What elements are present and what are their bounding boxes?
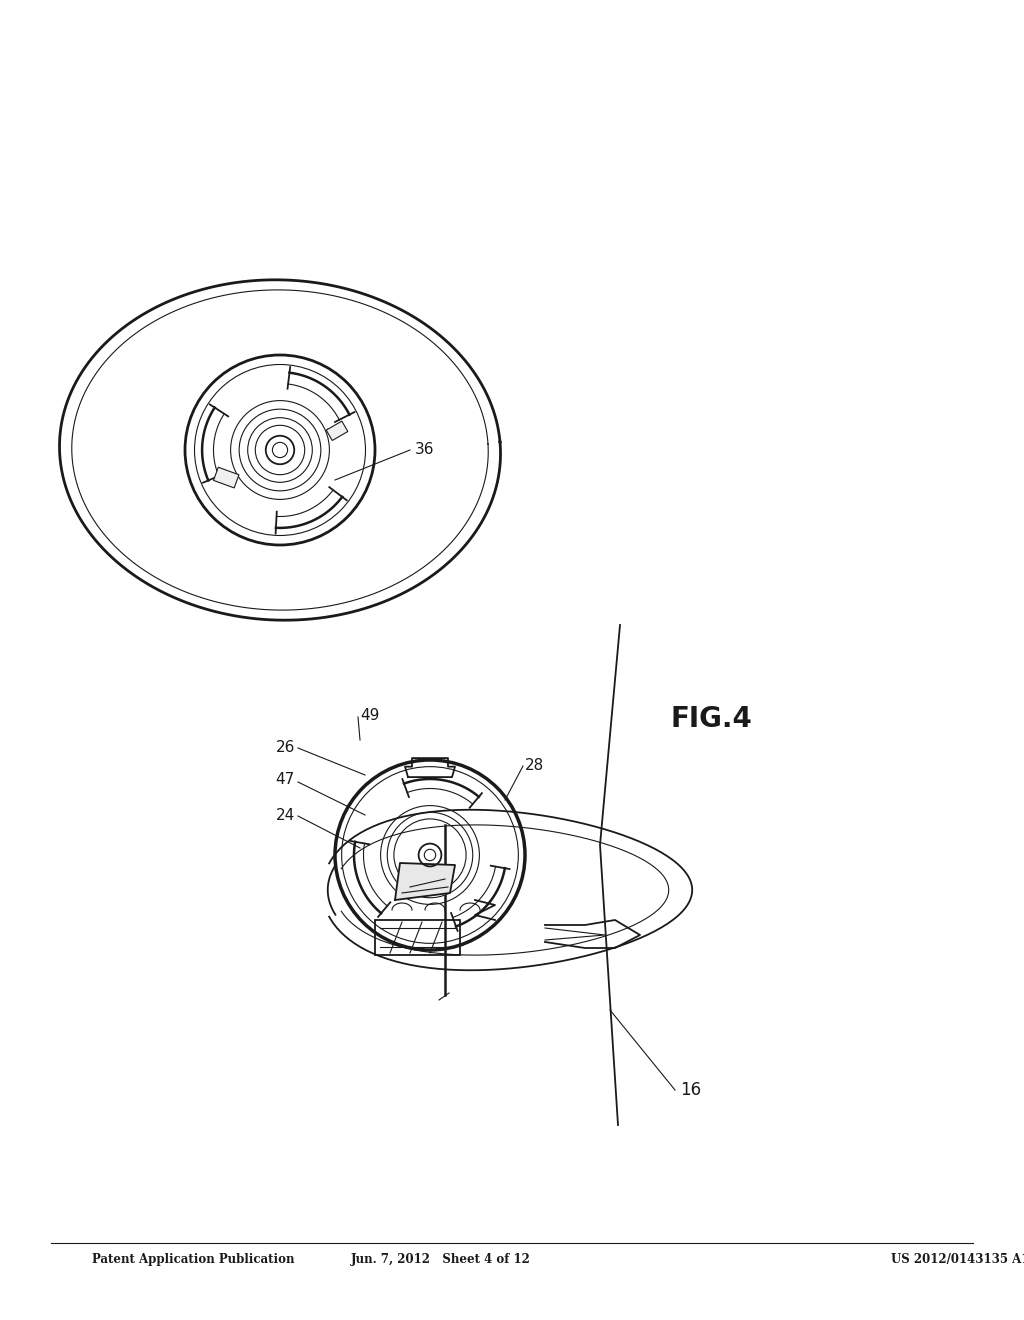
Text: Jun. 7, 2012   Sheet 4 of 12: Jun. 7, 2012 Sheet 4 of 12: [350, 1253, 530, 1266]
Text: 36: 36: [415, 442, 434, 458]
Text: 49: 49: [360, 708, 379, 722]
Text: US 2012/0143135 A1: US 2012/0143135 A1: [891, 1253, 1024, 1266]
Text: 28: 28: [525, 758, 544, 772]
Text: 26: 26: [275, 739, 295, 755]
Bar: [213, 467, 239, 488]
Bar: [327, 421, 348, 441]
Text: 16: 16: [680, 1081, 701, 1100]
Text: FIG.4: FIG.4: [671, 705, 753, 734]
Polygon shape: [395, 863, 455, 900]
Text: 47: 47: [275, 772, 295, 788]
Bar: [375, 920, 460, 954]
Text: Patent Application Publication: Patent Application Publication: [92, 1253, 295, 1266]
Text: 24: 24: [275, 808, 295, 822]
